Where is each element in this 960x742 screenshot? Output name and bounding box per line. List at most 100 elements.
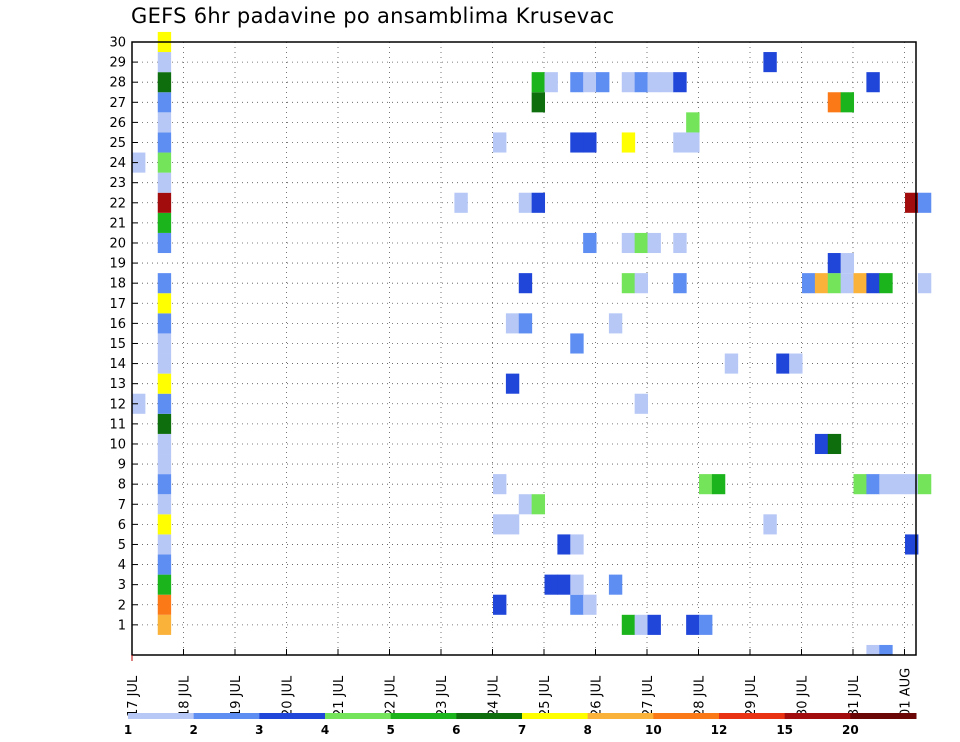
precip-cell: [647, 614, 661, 635]
precip-cell: [814, 433, 829, 455]
precip-cell: [673, 232, 687, 254]
precip-cell: [596, 72, 610, 93]
y-tick-label: 4: [118, 558, 126, 573]
colorbar-label: 5: [386, 723, 394, 737]
x-tick-label: 24 JUL: [487, 675, 502, 717]
precip-cell: [866, 273, 880, 294]
y-tick-label: 1: [118, 618, 126, 633]
colorbar-segment: [259, 713, 326, 719]
precip-cell: [493, 594, 507, 615]
precip-cell: [827, 92, 842, 113]
precip-cell: [621, 72, 636, 93]
y-tick-label: 24: [109, 156, 126, 171]
precip-cell: [879, 474, 893, 495]
y-tick-label: 19: [109, 257, 126, 272]
y-tick-label: 9: [118, 458, 126, 473]
y-tick-label: 22: [109, 196, 126, 211]
x-tick-label: 31 JUL: [847, 675, 862, 717]
precip-cell: [686, 112, 700, 133]
precip-cell: [686, 614, 700, 635]
precip-cell: [157, 614, 172, 635]
precip-cell: [866, 644, 880, 655]
precip-cell: [621, 132, 636, 153]
precip-cell: [518, 313, 533, 334]
y-tick-label: 3: [118, 578, 126, 593]
precip-cell: [157, 454, 172, 475]
colorbar-label: 10: [645, 723, 662, 737]
colorbar-label: 12: [711, 723, 728, 737]
precip-cell: [840, 253, 855, 274]
precip-cell: [132, 152, 146, 173]
precip-cell: [505, 514, 520, 535]
precip-cell: [634, 614, 649, 635]
y-tick-label: 8: [118, 478, 126, 493]
colorbar-label: 3: [255, 723, 263, 737]
precip-cell: [905, 192, 919, 213]
precip-cell: [583, 72, 597, 93]
precip-cell: [157, 212, 172, 233]
precip-cell: [608, 574, 623, 595]
precip-cell: [132, 393, 146, 414]
precip-cell: [853, 474, 867, 495]
precip-cell: [157, 474, 172, 495]
x-tick-label: 21 JUL: [332, 675, 347, 717]
y-tick-label: 12: [109, 397, 126, 412]
y-tick-label: 11: [109, 417, 126, 432]
precip-cell: [892, 474, 906, 495]
y-tick-label: 17: [109, 297, 126, 312]
precip-cell: [157, 514, 172, 535]
colorbar-segment: [653, 713, 720, 719]
y-tick-label: 15: [109, 337, 126, 352]
precip-cell: [570, 72, 584, 93]
precip-cell: [634, 273, 649, 294]
precip-cell: [518, 273, 533, 294]
precip-cell: [776, 353, 790, 374]
precip-cell: [621, 614, 636, 635]
precip-cell: [157, 232, 172, 254]
precip-cell: [557, 534, 571, 555]
precip-cell: [157, 413, 172, 434]
precip-cell: [518, 192, 533, 213]
colorbar-segment: [850, 713, 917, 719]
precip-cell: [802, 273, 816, 294]
precip-cell: [763, 52, 777, 73]
x-tick-label: 22 JUL: [384, 675, 399, 717]
x-tick-label: 19 JUL: [229, 675, 244, 717]
precipitation-cells: [132, 31, 932, 655]
x-axis: 17 JUL 18 JUL 19 JUL 20 JUL 21 JUL 22 JUL 23 J…: [126, 649, 914, 717]
precip-cell: [157, 172, 172, 193]
colorbar: 1 2 3 4 5 6 7 8 10 12 15 20: [124, 713, 917, 737]
y-tick-label: 30: [109, 36, 126, 51]
colorbar-segment: [719, 713, 786, 719]
x-tick-label: 30 JUL: [796, 675, 811, 717]
precip-cell: [157, 594, 172, 615]
colorbar-segment: [390, 713, 457, 719]
precip-cell: [157, 494, 172, 515]
precip-cell: [621, 273, 636, 294]
precip-cell: [673, 273, 687, 294]
precip-cell: [583, 594, 597, 615]
precip-cell: [608, 313, 623, 334]
x-tick-label: 23 JUL: [435, 675, 450, 717]
precip-cell: [583, 132, 597, 153]
precip-cell: [157, 574, 172, 595]
y-tick-label: 16: [109, 317, 126, 332]
precip-cell: [711, 474, 726, 495]
x-tick-label: 17 JUL: [126, 675, 141, 717]
y-axis: 1234567891011121314151617181920212223242…: [109, 36, 138, 633]
y-tick-label: 28: [109, 76, 126, 91]
y-tick-label: 25: [109, 136, 126, 151]
x-tick-label: 26 JUL: [590, 675, 605, 717]
y-tick-label: 14: [109, 357, 126, 372]
x-tick-label: 18 JUL: [178, 675, 193, 717]
precip-cell: [570, 594, 584, 615]
precip-cell: [505, 373, 520, 394]
precip-cell: [531, 192, 546, 213]
precip-cell: [879, 273, 893, 294]
precip-cell: [840, 273, 855, 294]
precip-cell: [518, 494, 533, 515]
precip-cell: [157, 92, 172, 113]
colorbar-label: 2: [189, 723, 197, 737]
colorbar-segment: [456, 713, 523, 719]
